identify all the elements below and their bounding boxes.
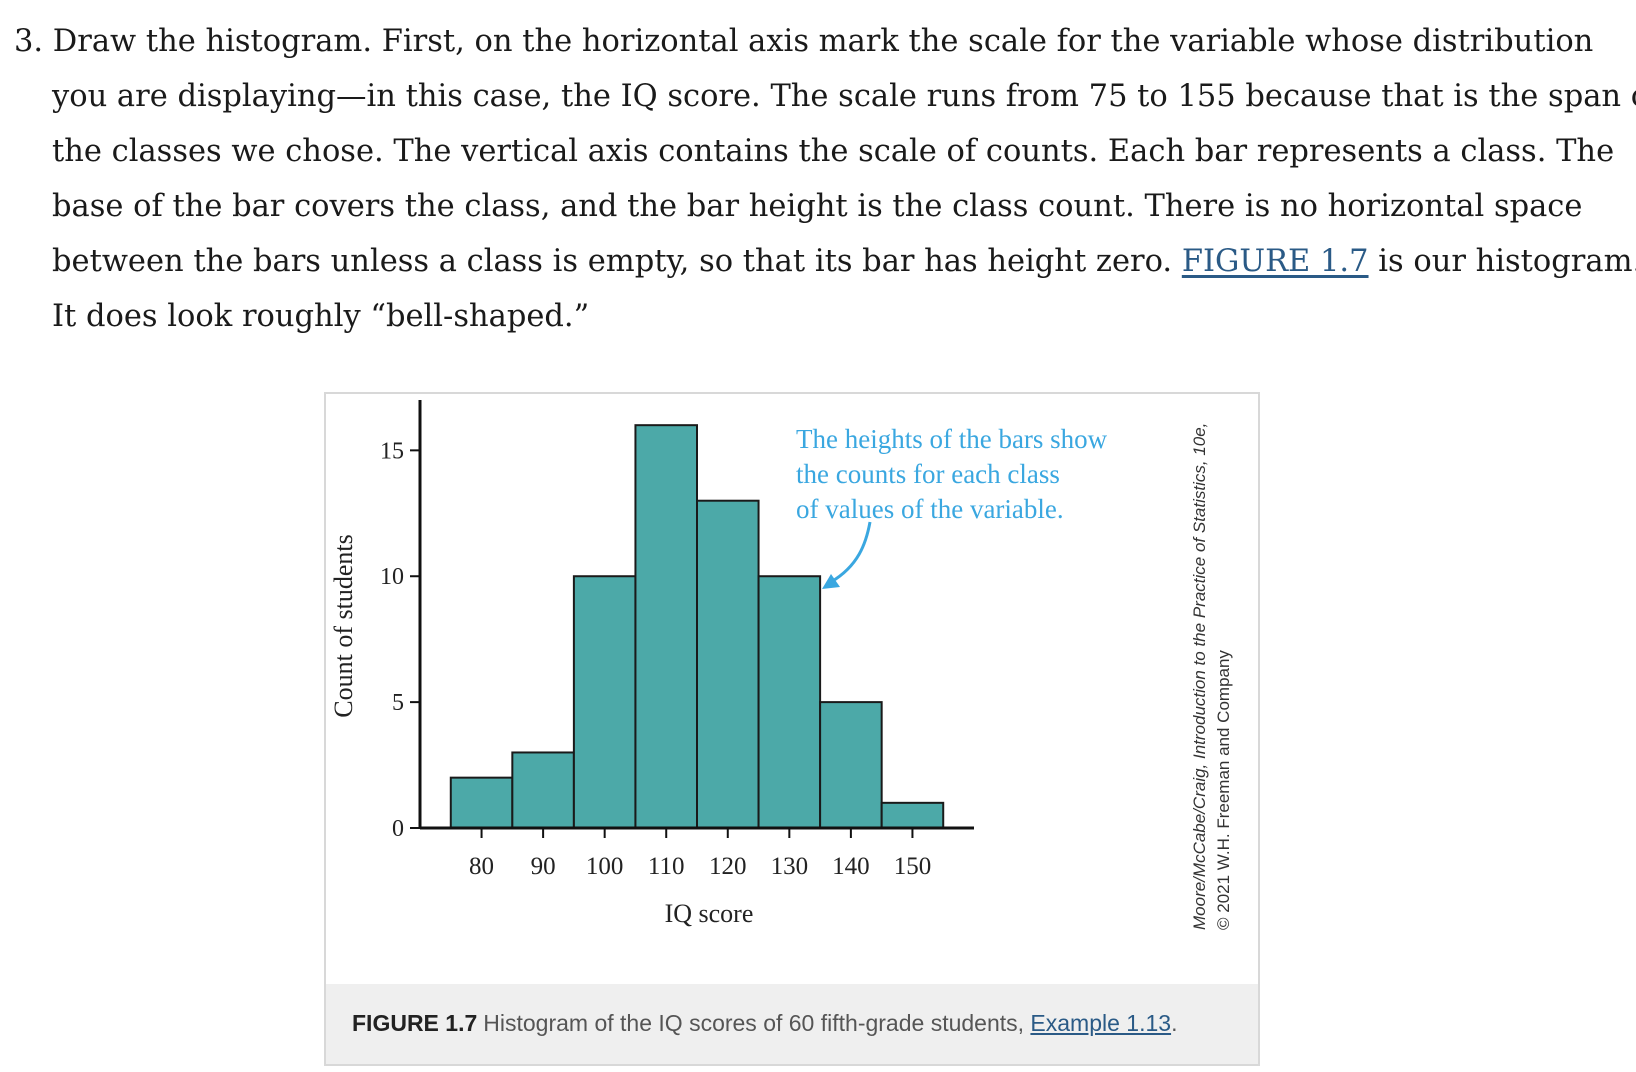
histogram-bar	[572, 575, 637, 829]
figure-link[interactable]: FIGURE 1.7	[1181, 244, 1369, 279]
histogram-bar	[511, 751, 575, 829]
example-link[interactable]: Example 1.13	[1030, 1010, 1172, 1036]
y-tick-label: 15	[380, 438, 404, 464]
annotation-text: the counts for each class	[796, 459, 1060, 489]
annotation-text: of values of the variable.	[796, 494, 1064, 524]
caption-label: FIGURE 1.7	[352, 1010, 478, 1036]
histogram-bar	[819, 701, 883, 829]
paragraph-line: you are displaying—in this case, the IQ …	[52, 79, 1636, 114]
paragraph-line: It does look roughly “bell-shaped.”	[52, 299, 590, 334]
histogram-bar	[757, 575, 822, 829]
y-axis-label: Count of students	[329, 534, 358, 717]
y-tick-label: 5	[392, 690, 404, 716]
paragraph-line: base of the bar covers the class, and th…	[52, 189, 1583, 224]
histogram-bar	[449, 776, 514, 830]
x-tick-label: 100	[586, 853, 624, 880]
x-tick-label: 90	[531, 853, 556, 880]
x-tick-label: 110	[648, 853, 685, 880]
paragraph-line: the classes we chose. The vertical axis …	[52, 134, 1615, 169]
credit-line: Moore/McCabe/Craig, Introduction to the …	[1190, 422, 1209, 930]
y-tick-label: 0	[392, 816, 404, 842]
histogram-bar	[696, 499, 760, 830]
paragraph-text: is our histogram.	[1368, 244, 1636, 279]
figure: 0 5 10 15 80 90 100 110 120 130 140 150 IQ score Coun…	[324, 392, 1260, 1066]
paragraph-line: between the bars unless a class is empty…	[0, 234, 1636, 289]
caption-text: Histogram of the IQ scores of 60 fifth-g…	[483, 1010, 1031, 1036]
step-paragraph: 3. Draw the histogram. First, on the hor…	[0, 14, 1636, 344]
annotation-arrowhead	[822, 574, 840, 589]
y-tick-label: 10	[380, 564, 404, 590]
x-tick-label: 140	[832, 853, 870, 880]
histogram-bar	[880, 801, 945, 829]
x-axis-label: IQ score	[665, 899, 754, 928]
x-tick-label: 120	[709, 853, 747, 880]
image-credit: Moore/McCabe/Craig, Introduction to the …	[1188, 423, 1236, 930]
x-tick-label: 80	[469, 853, 494, 880]
x-tick-label: 150	[894, 853, 932, 880]
histogram-bar	[634, 424, 699, 829]
figure-caption: FIGURE 1.7 Histogram of the IQ scores of …	[326, 984, 1258, 1064]
credit-line: © 2021 W.H. Freeman and Company	[1214, 650, 1233, 930]
annotation-arrow	[830, 521, 872, 584]
paragraph-line: 3. Draw the histogram. First, on the hor…	[14, 24, 1594, 59]
caption-end: .	[1171, 1010, 1178, 1036]
paragraph-text: between the bars unless a class is empty…	[52, 244, 1182, 279]
x-tick-label: 130	[771, 853, 809, 880]
annotation-text: The heights of the bars show	[796, 424, 1108, 454]
histogram-chart: 0 5 10 15 80 90 100 110 120 130 140 150 IQ score Coun…	[329, 400, 1108, 928]
